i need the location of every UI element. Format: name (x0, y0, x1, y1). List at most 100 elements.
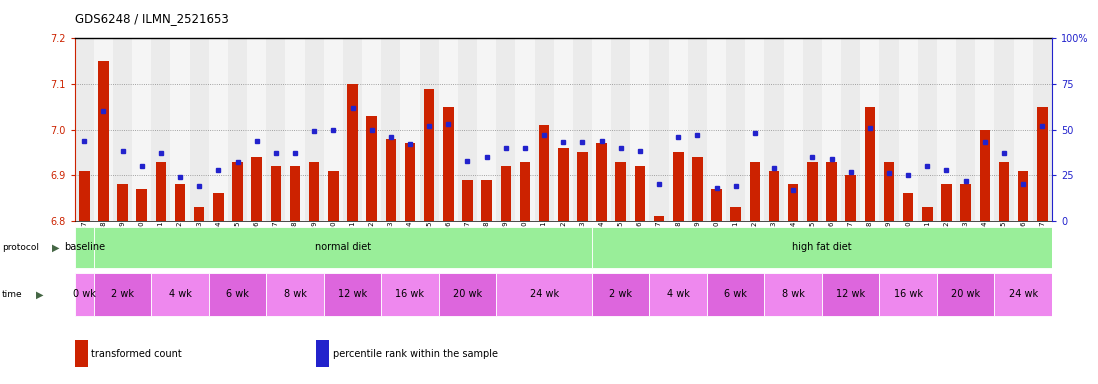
Bar (496, 38, 515, 221)
Bar (75, 273, 93, 316)
Bar (612, 38, 630, 221)
Bar (347, 84, 358, 221)
Bar (515, 38, 535, 221)
Bar (903, 194, 914, 221)
Text: 2 wk: 2 wk (111, 289, 134, 299)
Bar (285, 38, 304, 221)
Text: 2 wk: 2 wk (609, 289, 632, 299)
Bar (979, 130, 990, 221)
Bar (592, 227, 1052, 268)
Bar (93, 38, 113, 221)
Bar (961, 184, 971, 221)
Bar (822, 273, 879, 316)
Bar (367, 116, 377, 221)
Bar (170, 38, 190, 221)
Bar (98, 61, 109, 221)
Text: 8 wk: 8 wk (283, 289, 306, 299)
Bar (175, 184, 186, 221)
Text: 24 wk: 24 wk (529, 289, 559, 299)
Bar (190, 38, 209, 221)
Bar (956, 38, 975, 221)
Bar (712, 189, 721, 221)
Bar (251, 157, 262, 221)
Bar (535, 38, 553, 221)
Bar (209, 38, 228, 221)
Bar (385, 139, 396, 221)
Bar (764, 38, 784, 221)
Bar (1033, 38, 1052, 221)
Bar (75, 227, 93, 268)
Bar (898, 38, 918, 221)
Bar (381, 273, 439, 316)
Bar (93, 227, 592, 268)
Bar (462, 180, 473, 221)
Bar (707, 38, 726, 221)
Bar (879, 38, 898, 221)
Bar (481, 180, 492, 221)
Bar (841, 38, 860, 221)
Bar (592, 38, 612, 221)
Bar (999, 162, 1009, 221)
Text: transformed count: transformed count (91, 349, 182, 359)
Bar (267, 38, 285, 221)
Text: baseline: baseline (64, 242, 104, 252)
Text: 20 wk: 20 wk (452, 289, 482, 299)
Text: 0 wk: 0 wk (72, 289, 96, 299)
Bar (458, 38, 477, 221)
Bar (827, 162, 837, 221)
Bar (553, 38, 573, 221)
Text: 16 wk: 16 wk (395, 289, 425, 299)
Bar (673, 152, 684, 221)
Bar (309, 162, 320, 221)
Bar (635, 166, 646, 221)
Bar (439, 38, 458, 221)
Text: ▶: ▶ (52, 243, 59, 253)
Text: time: time (2, 290, 23, 299)
Bar (233, 162, 243, 221)
Text: normal diet: normal diet (315, 242, 371, 252)
Text: percentile rank within the sample: percentile rank within the sample (333, 349, 497, 359)
Text: 4 wk: 4 wk (169, 289, 191, 299)
Bar (152, 273, 209, 316)
Bar (209, 273, 267, 316)
Bar (270, 166, 281, 221)
Bar (328, 170, 338, 221)
Bar (922, 207, 932, 221)
Bar (539, 125, 549, 221)
Bar (687, 38, 707, 221)
Bar (381, 38, 401, 221)
Bar (692, 157, 703, 221)
Bar (424, 89, 435, 221)
Bar (132, 38, 152, 221)
Bar (343, 38, 362, 221)
Bar (860, 38, 879, 221)
Bar (362, 38, 381, 221)
Bar (113, 38, 132, 221)
Bar (519, 162, 530, 221)
Bar (156, 162, 166, 221)
Bar (213, 194, 224, 221)
Bar (937, 38, 956, 221)
Bar (401, 38, 419, 221)
Bar (501, 166, 511, 221)
Bar (995, 273, 1052, 316)
Bar (558, 148, 569, 221)
Bar (1037, 107, 1047, 221)
Text: 6 wk: 6 wk (725, 289, 747, 299)
Bar (290, 166, 300, 221)
Text: ▶: ▶ (36, 290, 44, 300)
Bar (941, 184, 952, 221)
Bar (247, 38, 267, 221)
Bar (496, 273, 592, 316)
Bar (630, 38, 650, 221)
Bar (75, 38, 93, 221)
Bar (937, 273, 995, 316)
Text: 12 wk: 12 wk (837, 289, 865, 299)
Bar (653, 216, 664, 221)
Bar (267, 273, 324, 316)
Text: 24 wk: 24 wk (1009, 289, 1038, 299)
Bar (746, 38, 764, 221)
Bar (918, 38, 937, 221)
Text: GDS6248 / ILMN_2521653: GDS6248 / ILMN_2521653 (75, 12, 228, 25)
Bar (304, 38, 324, 221)
